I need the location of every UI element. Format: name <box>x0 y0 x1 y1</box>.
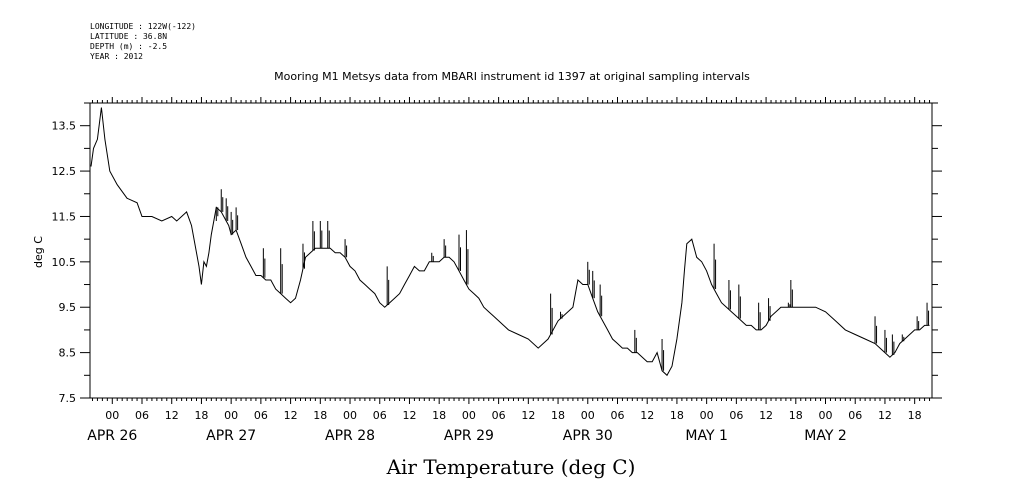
axis-ticks <box>80 97 942 404</box>
x-tick-label: 06 <box>254 409 268 422</box>
x-tick-label: 06 <box>848 409 862 422</box>
x-tick-label: 12 <box>759 409 773 422</box>
day-label: APR 28 <box>325 428 375 444</box>
day-label: APR 29 <box>444 428 494 444</box>
x-tick-label: 06 <box>135 409 149 422</box>
day-label: MAY 1 <box>685 428 727 444</box>
x-tick-label: 12 <box>402 409 416 422</box>
x-tick-label: 00 <box>343 409 357 422</box>
y-tick-label: 10.5 <box>52 256 77 269</box>
y-tick-label: 8.5 <box>59 347 77 360</box>
x-tick-label: 12 <box>284 409 298 422</box>
day-label: MAY 2 <box>804 428 846 444</box>
day-labels: APR 26 APR 27 APR 28 APR 29 APR 30 MAY 1 MAY 2 <box>87 428 846 444</box>
x-axis-label: Air Temperature (deg C) <box>386 455 636 479</box>
y-tick-label: 7.5 <box>59 392 77 405</box>
x-tick-label: 06 <box>373 409 387 422</box>
x-tick-label: 12 <box>165 409 179 422</box>
x-tick-label: 06 <box>492 409 506 422</box>
y-tick-label: 9.5 <box>59 301 77 314</box>
depth-label: DEPTH (m) : -2.5 <box>90 42 168 51</box>
x-tick-label: 06 <box>610 409 624 422</box>
longitude-label: LONGITUDE : 122W(-122) <box>90 22 196 31</box>
data-series <box>90 107 930 377</box>
series-line <box>90 107 930 377</box>
x-tick-label: 00 <box>581 409 595 422</box>
plot-frame <box>89 102 933 399</box>
day-label: APR 26 <box>87 428 137 444</box>
x-tick-label: 00 <box>819 409 833 422</box>
x-tick-label: 18 <box>670 409 684 422</box>
x-tick-label: 12 <box>521 409 535 422</box>
y-tick-label: 12.5 <box>52 165 77 178</box>
x-tick-label: 00 <box>105 409 119 422</box>
metadata-block: LONGITUDE : 122W(-122) LATITUDE : 36.8N … <box>90 22 196 62</box>
year-label: YEAR : 2012 <box>90 52 143 61</box>
y-axis-label: deg C <box>32 236 45 268</box>
y-tick-label: 13.5 <box>52 120 77 133</box>
x-tick-label: 18 <box>789 409 803 422</box>
x-tick-label: 12 <box>640 409 654 422</box>
day-label: APR 27 <box>206 428 256 444</box>
x-tick-label: 18 <box>313 409 327 422</box>
x-tick-label: 18 <box>908 409 922 422</box>
chart-title: Mooring M1 Metsys data from MBARI instru… <box>274 70 750 83</box>
x-tick-label: 18 <box>194 409 208 422</box>
day-label: APR 30 <box>563 428 613 444</box>
x-tick-label: 18 <box>432 409 446 422</box>
y-tick-label: 11.5 <box>52 210 77 223</box>
x-tick-label: 00 <box>462 409 476 422</box>
latitude-label: LATITUDE : 36.8N <box>90 32 168 41</box>
x-tick-label: 18 <box>551 409 565 422</box>
x-tick-label: 06 <box>729 409 743 422</box>
x-tick-labels: 00 06 12 18 00 06 12 18 00 06 12 18 00 06 12 18 00 06 12 18… <box>105 409 921 422</box>
x-tick-label: 12 <box>878 409 892 422</box>
y-tick-labels: 7.5 8.5 9.5 10.5 11.5 12.5 13.5 <box>52 120 77 405</box>
x-tick-label: 00 <box>700 409 714 422</box>
x-tick-label: 00 <box>224 409 238 422</box>
